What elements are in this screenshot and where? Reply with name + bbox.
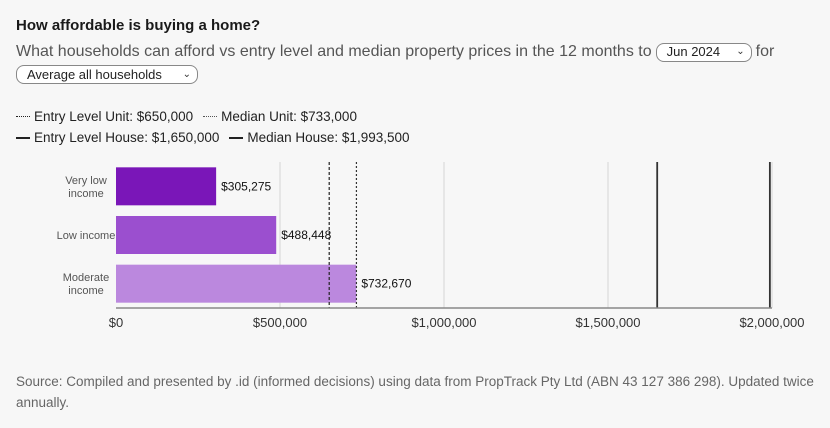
bar-value-label: $732,670 (361, 277, 411, 291)
legend-label: Median House: $1,993,500 (247, 130, 410, 145)
legend-item-entry-unit[interactable]: Entry Level Unit: $650,000 (16, 106, 193, 127)
bar[interactable] (116, 167, 217, 206)
bar[interactable] (116, 216, 277, 254)
bar-value-label: $305,275 (221, 179, 271, 193)
x-tick-label: $500,000 (253, 315, 307, 330)
household-select[interactable]: Average all households ⌄ (16, 65, 198, 84)
legend-label: Entry Level Unit: $650,000 (34, 109, 194, 124)
legend-swatch-dotted (16, 116, 30, 117)
chart-subtitle: What households can afford vs entry leve… (16, 41, 820, 84)
period-select[interactable]: Jun 2024 ⌄ (655, 42, 752, 62)
subtitle-suffix: for (755, 43, 775, 60)
category-label: income (68, 285, 103, 297)
source-note: Source: Compiled and presented by .id (i… (16, 374, 814, 410)
category-label: Moderate (63, 272, 109, 284)
legend-label: Median Unit: $733,000 (221, 109, 357, 124)
household-select-value: Average all households (27, 66, 162, 82)
legend-item-median-unit[interactable]: Median Unit: $733,000 (203, 106, 357, 127)
chart-legend: Entry Level Unit: $650,000 Median Unit: … (16, 106, 420, 148)
period-select-value: Jun 2024 (666, 44, 721, 59)
x-tick-label: $1,500,000 (575, 315, 640, 330)
chevron-down-icon: ⌄ (736, 46, 745, 57)
legend-swatch-solid (16, 136, 30, 139)
legend-label: Entry Level House: $1,650,000 (34, 130, 220, 145)
legend-swatch-solid (229, 136, 244, 139)
legend-item-median-house[interactable]: Median House: $1,993,500 (229, 127, 410, 148)
legend-swatch-fine-dotted (203, 116, 218, 117)
legend-item-entry-house[interactable]: Entry Level House: $1,650,000 (16, 127, 219, 148)
category-label: income (68, 188, 103, 200)
subtitle-prefix: What households can afford vs entry leve… (16, 43, 652, 60)
x-tick-label: $0 (109, 315, 123, 330)
bar[interactable] (116, 264, 357, 303)
x-tick-label: $1,000,000 (411, 315, 476, 330)
x-tick-label: $2,000,000 (739, 315, 804, 330)
category-label: Low income (57, 230, 116, 242)
category-label: Very low (65, 175, 107, 187)
chart-title: How affordable is buying a home? (16, 17, 261, 34)
chevron-down-icon: ⌄ (182, 68, 191, 80)
bar-value-label: $488,448 (281, 228, 331, 242)
